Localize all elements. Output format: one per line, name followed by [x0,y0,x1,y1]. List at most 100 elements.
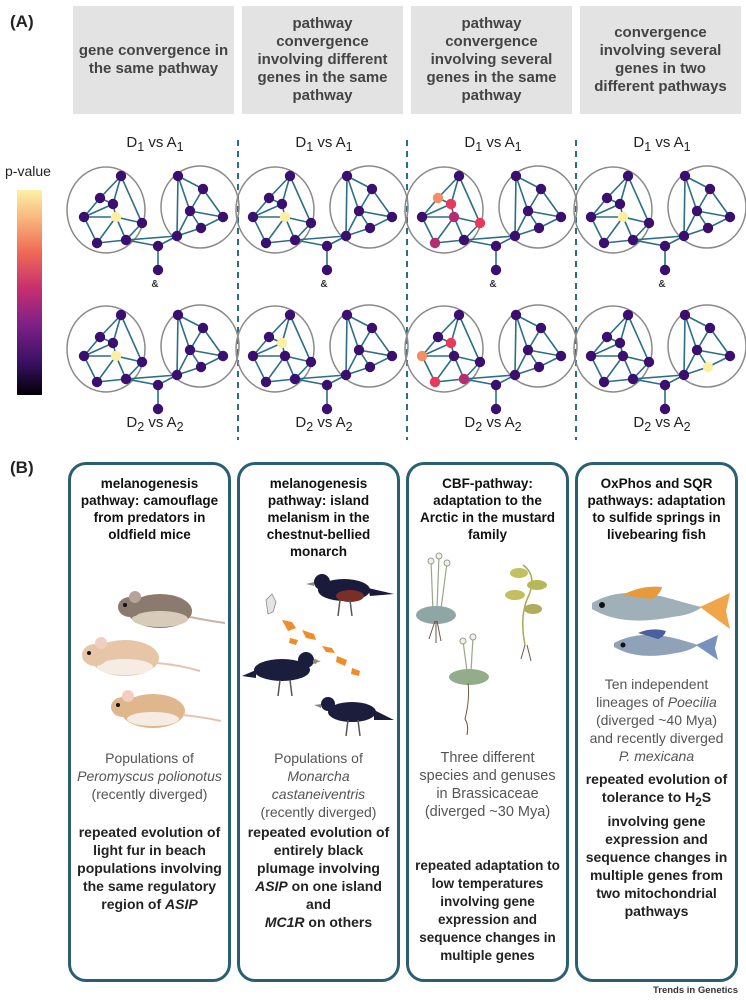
ampersand-4: & [658,279,666,290]
gene-node [171,230,183,242]
pathway-ellipse [573,305,653,393]
gene-node [171,369,183,381]
network-edge [434,216,455,244]
network-edge [177,314,191,351]
network-edge [358,349,393,357]
gene-node [263,192,275,204]
gene-node [555,350,567,362]
network-edge [265,355,286,383]
gene-node [416,350,428,362]
network-edge [458,314,481,363]
gene-node [585,350,597,362]
pathway-ellipse [329,165,409,249]
gene-node [445,198,457,210]
network-edge [125,378,159,386]
gene-node [704,183,716,195]
network-edge [603,216,624,244]
gene-node [432,331,444,343]
gene-node [598,237,610,249]
pathway-ellipse [235,166,315,254]
gene-node [217,350,229,362]
network-edge [294,239,328,247]
gene-node [585,211,597,223]
network-edge [684,175,698,212]
gene-node [217,211,229,223]
gene-node [617,211,629,223]
gene-node [522,205,534,217]
gene-node [276,198,288,210]
gene-node [366,183,378,195]
gene-node [679,170,691,182]
gene-node [366,322,378,334]
gene-node [120,373,132,385]
network-edge [463,378,497,386]
gene-node [691,205,703,217]
gene-node [321,264,333,276]
comparison-top-1: D1 vs A1 [126,134,184,154]
gene-node [152,240,164,252]
gene-node [197,322,209,334]
network-edge [514,175,517,237]
gene-node [535,183,547,195]
network-edge [527,210,562,218]
gene-node [284,309,296,321]
gene-node [614,337,626,349]
plant-1 [416,552,456,643]
network-col1-top [66,165,240,276]
gene-node [340,230,352,242]
gene-node [643,217,655,229]
card-mustard: CBF-pathway: adaptation to the Arctic in… [406,462,569,982]
gene-node [260,237,272,249]
comparison-bottom-3: D2 vs A2 [464,414,522,434]
network-edge [177,175,191,212]
gene-node [659,379,671,391]
gene-node [509,369,521,381]
gene-node [110,350,122,362]
network-col4-top [573,165,746,276]
gene-node [474,217,486,229]
gene-node [247,211,259,223]
gene-node [533,361,545,373]
gene-node [195,361,207,373]
network-edge [202,188,224,218]
column-header-3: pathway convergence involving several ge… [411,6,572,114]
gene-node [617,350,629,362]
ampersand-3: & [489,279,497,290]
gene-node [510,170,522,182]
network-col2-top [235,165,409,276]
gene-node [386,211,398,223]
network-edge [83,203,114,218]
gene-node [305,217,317,229]
bird-illustration [242,574,394,737]
gene-node [679,309,691,321]
fish-2 [614,629,718,660]
gene-node [643,356,655,368]
network-col3-bottom [404,304,578,415]
card-population: Populations of Peromyscus polionotus (re… [77,750,222,802]
gene-node [659,240,671,252]
column-header-1: gene convergence in the same pathway [73,6,234,114]
pathway-ellipse [329,304,409,388]
network-edge [463,374,516,380]
network-edge [434,355,455,383]
comparison-bottom-2: D2 vs A2 [295,414,353,434]
pathway-ellipse [667,165,746,249]
gene-node [78,350,90,362]
network-edge [252,342,283,357]
card-livebearing-fish: OxPhos and SQR pathways: adaptation to s… [575,462,738,982]
mouse-light-2 [111,690,222,728]
network-edge [421,342,452,357]
gene-node [279,350,291,362]
mouse-light-1 [82,637,201,676]
network-edge [590,342,621,357]
network-edge [120,175,143,224]
network-edge [514,314,517,376]
gene-node [702,222,714,234]
gene-node [474,356,486,368]
gene-node [458,234,470,246]
network-edge [345,175,348,237]
gene-node [724,350,736,362]
fish-1 [592,586,730,629]
gene-node [453,309,465,321]
mouse-dark [118,591,226,628]
